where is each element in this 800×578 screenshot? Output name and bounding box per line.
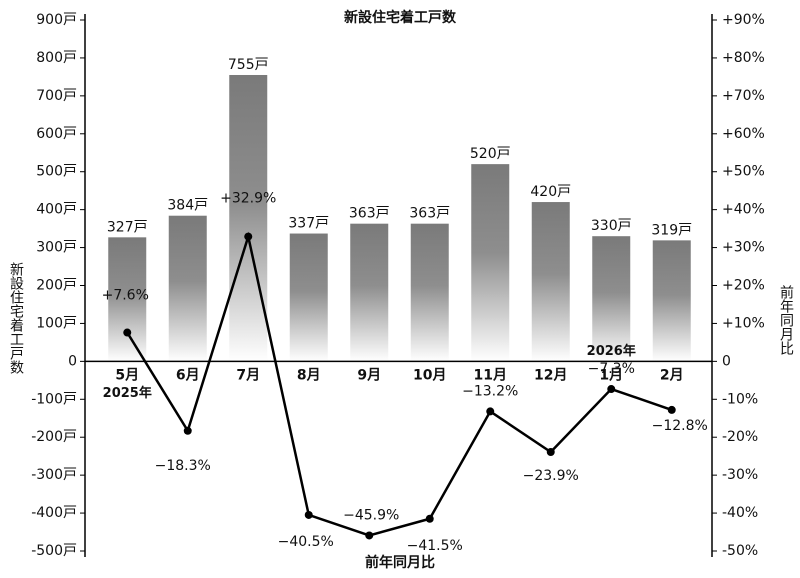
bar xyxy=(592,236,631,362)
line xyxy=(126,231,673,537)
x-tick-label: 11月 xyxy=(474,367,507,383)
x-tick-label: 2月 xyxy=(660,367,684,383)
line-point xyxy=(304,510,313,519)
x-tick-label: 8月 xyxy=(297,367,321,383)
y-tick-label: 600戸 xyxy=(36,126,77,142)
y2-tick-label: -30% xyxy=(722,467,758,483)
y-tick-label: 100戸 xyxy=(36,315,77,331)
bar xyxy=(471,164,510,362)
y2-tick-label: 0 xyxy=(722,353,731,369)
y-tick-label: 800戸 xyxy=(36,50,77,66)
bar xyxy=(289,233,328,362)
x-tick-label: 6月 xyxy=(176,367,200,383)
y-tick-label: 300戸 xyxy=(36,240,77,256)
line-point xyxy=(607,385,616,394)
line-value-label: −18.3% xyxy=(155,458,211,474)
bar xyxy=(410,223,449,362)
line-point xyxy=(183,426,192,435)
line-value-label: −12.8% xyxy=(652,418,708,434)
y-tick-label: -100戸 xyxy=(31,391,77,407)
bar-value-label: 520戸 xyxy=(470,146,511,162)
bar-value-label: 363戸 xyxy=(409,206,450,222)
y2-tick-label: -50% xyxy=(722,543,758,559)
y2-tick-label: +50% xyxy=(722,164,765,180)
y-tick-label: 700戸 xyxy=(36,88,77,104)
y2-tick-label: +90% xyxy=(722,12,765,28)
x-tick-label: 1月 xyxy=(599,367,623,383)
line-point xyxy=(667,405,676,414)
line-value-label: +7.6% xyxy=(102,288,149,304)
bar xyxy=(350,223,389,362)
x-tick-label: 9月 xyxy=(357,367,381,383)
y-tick-label: -300戸 xyxy=(31,467,77,483)
y2-tick-label: -20% xyxy=(722,429,758,445)
line-value-label: −7.3% xyxy=(588,361,635,377)
x-axis-label: 前年同月比 xyxy=(365,554,435,571)
bar xyxy=(229,74,268,362)
y2-tick-label: -10% xyxy=(722,391,758,407)
bar xyxy=(108,237,147,362)
line-point xyxy=(123,328,132,337)
y2-tick-label: +20% xyxy=(722,278,765,294)
y2-tick-label: +70% xyxy=(722,88,765,104)
y-tick-label: -500戸 xyxy=(31,543,77,559)
y-tick-label: 500戸 xyxy=(36,164,77,180)
x-tick-label: 12月 xyxy=(534,367,567,383)
bar-value-label: 420戸 xyxy=(530,184,571,200)
line-value-label: −41.5% xyxy=(407,538,463,554)
bar-value-label: 384戸 xyxy=(167,198,208,214)
chart-title: 新設住宅着工戸数 xyxy=(344,9,457,26)
year-annotation: 2026年 xyxy=(587,343,636,359)
line-value-label: −23.9% xyxy=(523,468,579,484)
bar-value-label: 327戸 xyxy=(107,219,148,235)
line-point xyxy=(425,514,434,523)
y-tick-label: -400戸 xyxy=(31,505,77,521)
bar xyxy=(168,215,207,362)
bar-value-label: 363戸 xyxy=(349,206,390,222)
y2-tick-label: +60% xyxy=(722,126,765,142)
line-point xyxy=(244,232,253,241)
y2-tick-label: +40% xyxy=(722,202,765,218)
bar xyxy=(652,240,691,362)
line-value-label: −40.5% xyxy=(278,534,334,550)
y-tick-label: 200戸 xyxy=(36,278,77,294)
y2-tick-label: +10% xyxy=(722,315,765,331)
y-tick-label: 400戸 xyxy=(36,202,77,218)
bar-value-label: 330戸 xyxy=(591,218,632,234)
line-point xyxy=(546,448,555,457)
x-tick-label: 10月 xyxy=(413,367,446,383)
x-tick-label: 5月 xyxy=(115,367,139,383)
y-tick-label: 0 xyxy=(68,353,77,369)
y-tick-label: 900戸 xyxy=(36,12,77,28)
year-annotation: 2025年 xyxy=(103,385,152,401)
bar-value-label: 755戸 xyxy=(228,57,269,73)
line-point xyxy=(486,407,495,416)
y2-axis-label: 前年同月比 xyxy=(778,284,794,355)
y2-tick-label: +30% xyxy=(722,240,765,256)
line-value-label: +32.9% xyxy=(220,191,276,207)
line-point xyxy=(365,531,374,540)
bar xyxy=(531,202,570,362)
y2-tick-label: -40% xyxy=(722,505,758,521)
y2-tick-label: +80% xyxy=(722,50,765,66)
y-axis-label: 新設住宅着工戸数 xyxy=(8,262,24,374)
y-tick-label: -200戸 xyxy=(31,429,77,445)
line-value-label: −45.9% xyxy=(343,507,399,523)
bar-value-label: 319戸 xyxy=(651,222,692,238)
x-tick-label: 7月 xyxy=(236,367,260,383)
bar-value-label: 337戸 xyxy=(288,216,329,232)
line-value-label: −13.2% xyxy=(462,383,518,399)
